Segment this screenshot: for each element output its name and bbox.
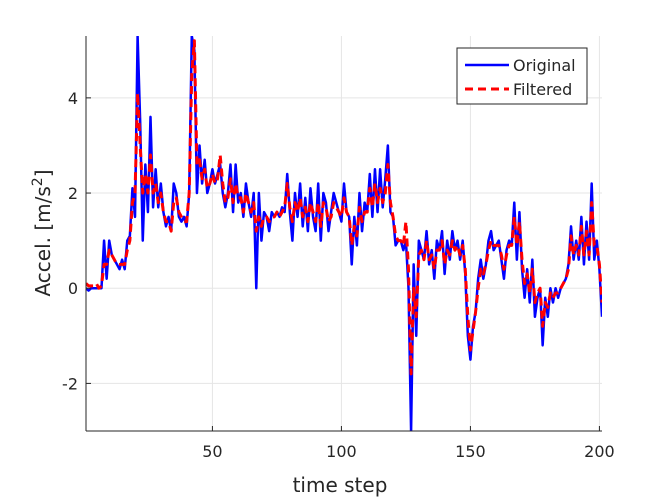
y-axis-label: Accel. [m/s2] (30, 169, 55, 296)
legend-label: Original (513, 56, 576, 75)
legend-box (456, 47, 588, 105)
series-line (86, 39, 602, 376)
y-label-text: Accel. [m/s (31, 186, 55, 296)
axes: 50 100 150 200 -2 0 2 4 (62, 36, 615, 461)
y-label-close: ] (31, 169, 55, 177)
y-tick-label: -2 (62, 374, 78, 393)
x-tick-label: 200 (584, 442, 615, 461)
x-axis-label: time step (293, 473, 388, 497)
y-tick-label: 4 (68, 89, 78, 108)
x-tick-label: 150 (455, 442, 486, 461)
legend-label: Filtered (513, 80, 572, 99)
plot-area (86, 36, 602, 431)
y-label-sup: 2 (30, 177, 46, 186)
legend: Original Filtered (456, 47, 588, 105)
x-tick-label: 100 (326, 442, 357, 461)
y-tick-label: 0 (68, 279, 78, 298)
x-tick-label: 50 (202, 442, 222, 461)
y-tick-label: 2 (68, 184, 78, 203)
